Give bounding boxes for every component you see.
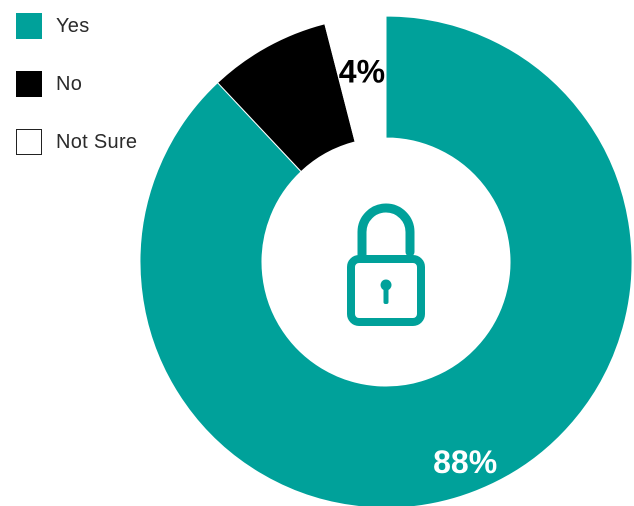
padlock-keyhole bbox=[380, 279, 392, 291]
data-label-yes: 88% bbox=[433, 444, 497, 480]
data-label-not-sure: 4% bbox=[339, 54, 385, 90]
slice-not-sure bbox=[324, 15, 387, 143]
data-label-no: 8% bbox=[271, 78, 317, 114]
legend-item-not-sure: Not Sure bbox=[16, 128, 137, 156]
padlock-keyhole-slot bbox=[383, 287, 389, 304]
legend-item-yes: Yes bbox=[16, 12, 137, 40]
legend-label-no: No bbox=[56, 72, 83, 95]
legend-swatch-yes bbox=[16, 13, 42, 39]
padlock-shackle bbox=[357, 203, 415, 261]
donut-data-labels: 88% 8% 4% bbox=[271, 54, 497, 480]
legend-item-no: No bbox=[16, 70, 137, 98]
padlock-body bbox=[347, 255, 425, 326]
legend-swatch-no bbox=[16, 71, 42, 97]
legend-swatch-not-sure bbox=[16, 129, 42, 155]
chart-legend: Yes No Not Sure bbox=[16, 12, 137, 186]
legend-label-not-sure: Not Sure bbox=[56, 130, 138, 153]
donut-slices bbox=[139, 15, 633, 506]
padlock-icon bbox=[347, 203, 425, 326]
legend-label-yes: Yes bbox=[56, 14, 90, 37]
slice-yes bbox=[139, 15, 633, 506]
